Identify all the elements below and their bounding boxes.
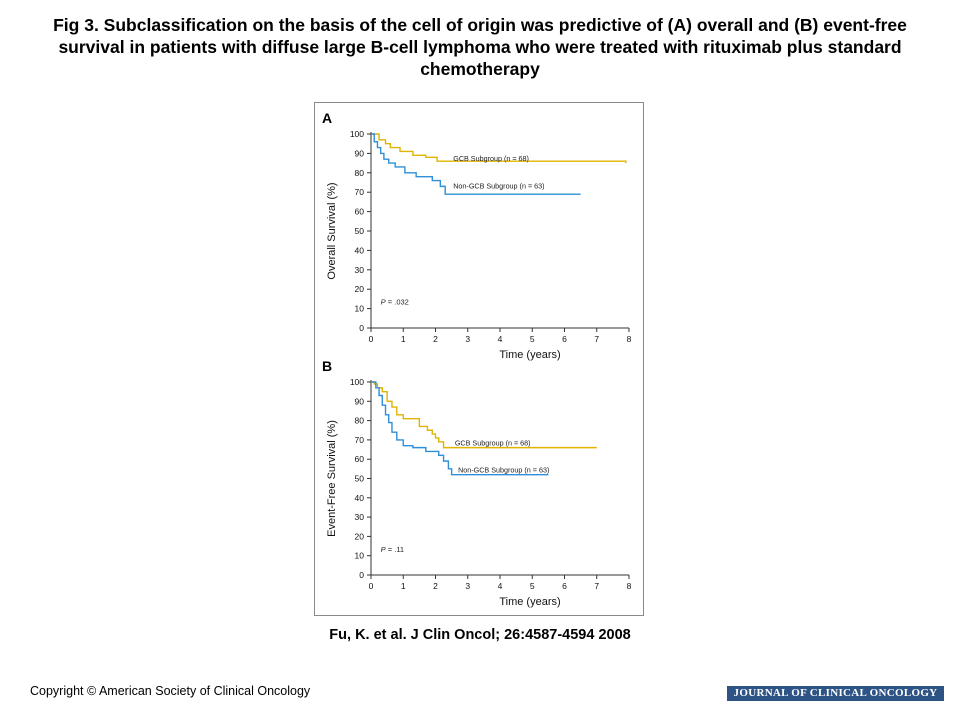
y-tick-label: 60 bbox=[355, 454, 365, 464]
x-tick-label: 6 bbox=[562, 581, 567, 591]
y-axis-title: Overall Survival (%) bbox=[326, 182, 338, 279]
x-tick-label: 2 bbox=[433, 334, 438, 344]
series-line-gcb bbox=[371, 381, 597, 449]
x-tick-label: 8 bbox=[627, 581, 632, 591]
copyright-notice: Copyright © American Society of Clinical… bbox=[30, 684, 311, 698]
series-label-non-gcb: Non-GCB Subgroup (n = 63) bbox=[458, 466, 549, 475]
x-tick-label: 8 bbox=[627, 334, 632, 344]
series-label-non-gcb: Non-GCB Subgroup (n = 63) bbox=[453, 181, 544, 190]
x-tick-label: 7 bbox=[594, 334, 599, 344]
y-tick-label: 0 bbox=[359, 323, 364, 333]
panel-b: B 0 10 20 30 40 50 60 70 80 90 100 0 1 2 3 4 5 6 7 8 Time (ye… bbox=[322, 358, 632, 608]
x-tick-label: 4 bbox=[498, 581, 503, 591]
y-tick-label: 50 bbox=[355, 474, 365, 484]
panel-a: A 0 10 20 30 40 50 60 70 80 90 100 0 1 2 3 4 5 6 7 8 Time (ye… bbox=[322, 110, 632, 361]
p-value-annotation: P = .032 bbox=[381, 298, 409, 307]
x-tick-label: 7 bbox=[594, 581, 599, 591]
y-tick-label: 90 bbox=[355, 396, 365, 406]
y-tick-label: 20 bbox=[355, 284, 365, 294]
y-tick-label: 70 bbox=[355, 435, 365, 445]
x-tick-label: 4 bbox=[498, 334, 503, 344]
y-tick-label: 30 bbox=[355, 265, 365, 275]
panel-letter: B bbox=[322, 358, 332, 374]
x-axis-title: Time (years) bbox=[499, 349, 560, 361]
y-tick-label: 10 bbox=[355, 304, 365, 314]
y-tick-label: 80 bbox=[355, 168, 365, 178]
y-tick-label: 40 bbox=[355, 245, 365, 255]
x-tick-label: 0 bbox=[369, 581, 374, 591]
y-tick-label: 70 bbox=[355, 187, 365, 197]
y-tick-label: 0 bbox=[359, 570, 364, 580]
series-label-gcb: GCB Subgroup (n = 68) bbox=[453, 154, 529, 163]
p-value-number: = .11 bbox=[386, 545, 404, 554]
y-axis-title: Event-Free Survival (%) bbox=[326, 420, 338, 537]
y-tick-label: 100 bbox=[350, 377, 364, 387]
p-value-annotation: P = .11 bbox=[381, 545, 404, 554]
y-tick-label: 100 bbox=[350, 129, 364, 139]
y-tick-label: 60 bbox=[355, 207, 365, 217]
x-tick-label: 6 bbox=[562, 334, 567, 344]
series-line-gcb bbox=[371, 133, 627, 164]
x-tick-label: 3 bbox=[465, 334, 470, 344]
p-value-symbol: P bbox=[381, 298, 386, 307]
x-tick-label: 5 bbox=[530, 334, 535, 344]
x-tick-label: 1 bbox=[401, 334, 406, 344]
y-tick-label: 20 bbox=[355, 531, 365, 541]
p-value-number: = .032 bbox=[386, 298, 409, 307]
citation: Fu, K. et al. J Clin Oncol; 26:4587-4594… bbox=[329, 627, 631, 643]
series-line-non-gcb bbox=[371, 133, 581, 195]
x-axis-title: Time (years) bbox=[499, 596, 560, 608]
y-tick-label: 30 bbox=[355, 512, 365, 522]
x-tick-label: 3 bbox=[465, 581, 470, 591]
series-line-non-gcb bbox=[371, 381, 549, 476]
y-tick-label: 80 bbox=[355, 416, 365, 426]
x-tick-label: 0 bbox=[369, 334, 374, 344]
journal-logo-banner: JOURNAL OF CLINICAL ONCOLOGY bbox=[727, 686, 944, 701]
p-value-symbol: P bbox=[381, 545, 386, 554]
series-label-gcb: GCB Subgroup (n = 68) bbox=[455, 439, 531, 448]
x-tick-label: 1 bbox=[401, 581, 406, 591]
y-tick-label: 40 bbox=[355, 493, 365, 503]
x-tick-label: 2 bbox=[433, 581, 438, 591]
y-tick-label: 90 bbox=[355, 148, 365, 158]
y-tick-label: 10 bbox=[355, 551, 365, 561]
y-tick-label: 50 bbox=[355, 226, 365, 236]
x-tick-label: 5 bbox=[530, 581, 535, 591]
figure-panel-frame: A 0 10 20 30 40 50 60 70 80 90 100 0 1 2 3 4 5 6 7 8 Time (ye… bbox=[314, 102, 644, 616]
panel-letter: A bbox=[322, 110, 332, 126]
figure-title: Fig 3. Subclassification on the basis of… bbox=[53, 15, 907, 79]
